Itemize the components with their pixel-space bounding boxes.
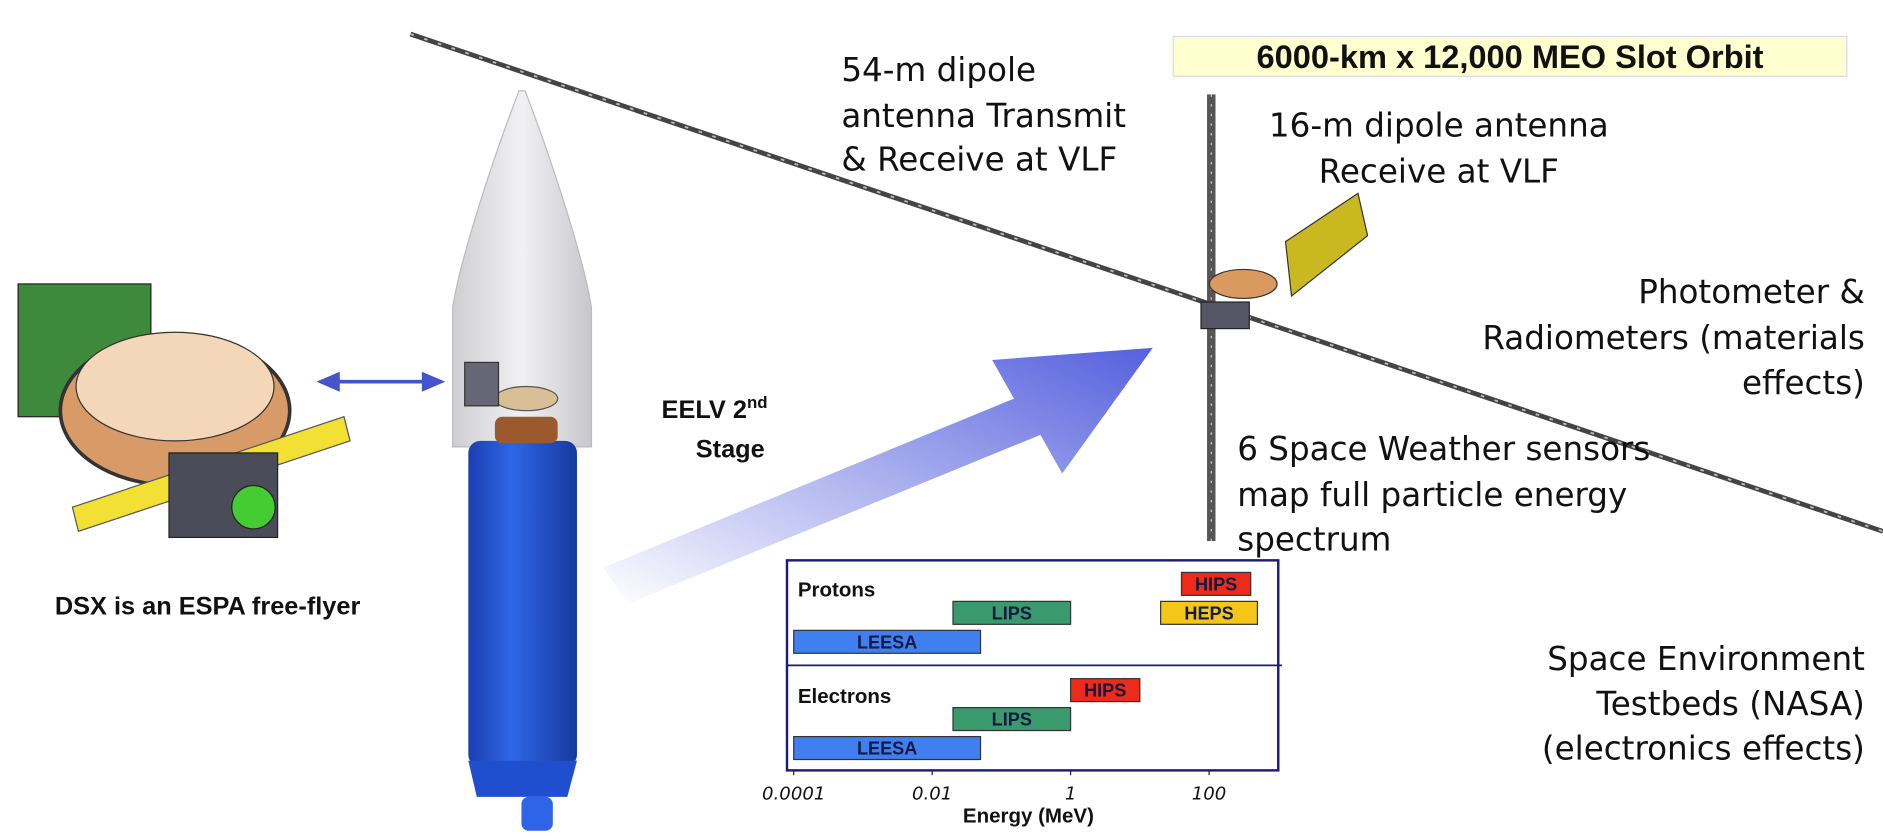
x-tick-label: 0.01 xyxy=(912,783,952,804)
rocket xyxy=(453,91,592,831)
label-line: & Receive at VLF xyxy=(841,140,1117,178)
group-label: Electrons xyxy=(798,685,891,708)
x-tick-label: 100 xyxy=(1192,783,1227,804)
x-tick-label: 1 xyxy=(1065,783,1077,804)
x-axis-title: Energy (MeV) xyxy=(963,804,1094,827)
bar-label: HIPS xyxy=(1195,575,1237,595)
spacecraft xyxy=(1201,193,1368,328)
group-label: Protons xyxy=(798,579,875,602)
label-line: map full particle energy xyxy=(1237,476,1627,514)
label-line: Radiometers (materials xyxy=(1482,319,1865,357)
eelv-label: EELV 2nd xyxy=(662,393,768,424)
title: 6000-km x 12,000 MEO Slot Orbit xyxy=(1257,38,1764,75)
label-line: Photometer & xyxy=(1638,273,1865,311)
label-line: (electronics effects) xyxy=(1542,730,1865,768)
label-line: 6 Space Weather sensors xyxy=(1237,430,1650,468)
espa-illustration xyxy=(18,284,350,537)
label-line: Testbeds (NASA) xyxy=(1595,685,1865,723)
x-tick-label: 0.0001 xyxy=(762,783,825,804)
label-line: 16-m dipole antenna xyxy=(1269,107,1609,145)
bar-label: LEESA xyxy=(857,739,917,759)
label-line: 54-m dipole xyxy=(841,51,1036,89)
label-line: effects) xyxy=(1742,364,1865,402)
label-line: antenna Transmit xyxy=(841,97,1126,135)
bar-label: LIPS xyxy=(992,603,1032,623)
label-line: Receive at VLF xyxy=(1319,153,1559,191)
eelv-superscript: nd xyxy=(747,393,768,412)
label-line: spectrum xyxy=(1237,521,1391,559)
eelv-line2: Stage xyxy=(696,436,765,464)
page: {"title_box": "6000-km x 12,000 MEO Slot… xyxy=(0,0,1883,831)
bar-label: LEESA xyxy=(857,632,917,652)
espa-caption: DSX is an ESPA free-flyer xyxy=(55,593,361,621)
bar-label: HEPS xyxy=(1184,603,1233,623)
eelv-text: EELV 2 xyxy=(662,396,747,424)
bar-label: HIPS xyxy=(1084,681,1126,701)
bar-label: LIPS xyxy=(992,710,1032,730)
double-arrow xyxy=(321,374,440,388)
slide: 6000-km x 12,000 MEO Slot Orbit 54-m dip… xyxy=(0,0,1883,831)
label-line: Space Environment xyxy=(1547,640,1865,678)
